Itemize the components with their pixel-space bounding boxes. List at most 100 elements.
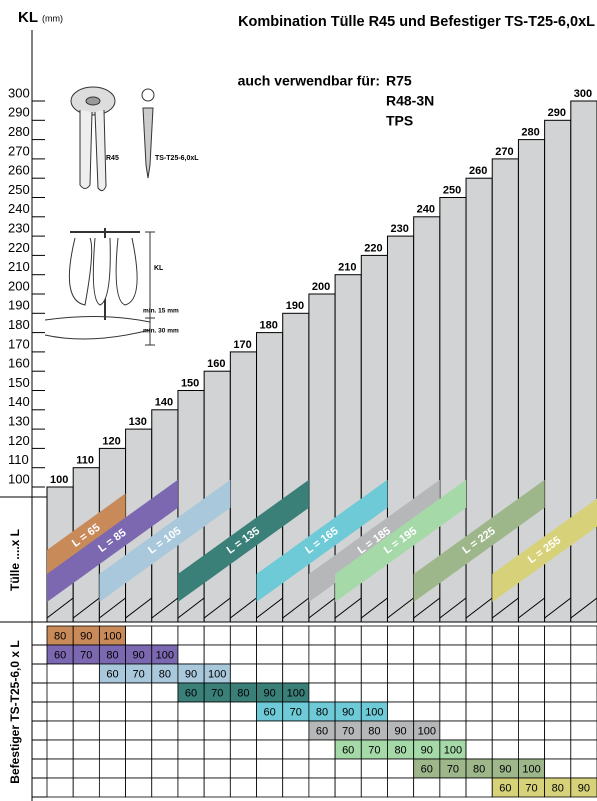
chevron: [308, 597, 336, 619]
cell: [151, 720, 179, 741]
cell: [308, 644, 336, 665]
cell: [570, 625, 597, 646]
cell: [465, 777, 493, 798]
cell: [282, 720, 310, 741]
chevron: [570, 597, 597, 619]
cell-value: 80: [473, 763, 485, 775]
cell: [125, 682, 153, 703]
chevron: [125, 597, 153, 619]
band: [99, 479, 231, 602]
cell: [360, 682, 388, 703]
cell-value: 60: [421, 763, 433, 775]
y-tick-label: 220: [8, 240, 30, 255]
cell: [125, 739, 153, 760]
cell: [256, 720, 284, 741]
y-tick-label: 120: [8, 433, 30, 448]
cell: [125, 720, 153, 741]
cell: [334, 682, 362, 703]
cell: [125, 758, 153, 779]
bar-value-label: 250: [443, 184, 461, 196]
cell: [387, 777, 415, 798]
cell-value: 90: [133, 649, 145, 661]
cell: [308, 682, 336, 703]
cell-value: 90: [499, 763, 511, 775]
cell: [98, 701, 126, 722]
bar: [413, 216, 441, 623]
cell: [360, 644, 388, 665]
cell: [229, 777, 257, 798]
illustration: [44, 86, 155, 346]
cell: [308, 625, 336, 646]
usable-item: R75: [386, 73, 412, 89]
cell-value: 80: [237, 687, 249, 699]
chevron: [282, 597, 310, 619]
cell: [46, 701, 74, 722]
cell-value: 100: [444, 744, 462, 756]
cell: [439, 625, 467, 646]
cell: [570, 758, 597, 779]
cell: [518, 682, 546, 703]
chevron: [334, 597, 362, 619]
cell: [203, 758, 231, 779]
y-tick-label: 210: [8, 259, 30, 274]
cell-value: 70: [342, 725, 354, 737]
cell: [72, 682, 100, 703]
y-tick-label: 270: [8, 143, 30, 158]
cell: [570, 720, 597, 741]
bar-value-label: 170: [233, 339, 251, 351]
cell-value: 60: [54, 649, 66, 661]
cell: [177, 720, 205, 741]
y-tick-label: 100: [8, 471, 30, 486]
cell-value: 80: [368, 725, 380, 737]
bar-value-label: 260: [469, 165, 487, 177]
cell: [465, 625, 493, 646]
cell: [413, 682, 441, 703]
cell: [308, 758, 336, 779]
cell: [229, 739, 257, 760]
cell: [98, 758, 126, 779]
cell-value: 70: [211, 687, 223, 699]
cell-value: 100: [418, 725, 436, 737]
bar-value-label: 160: [207, 358, 225, 370]
section-label: Befestiger TS-T25-6,0 x L: [8, 640, 22, 783]
cell: [465, 644, 493, 665]
cell-value: 100: [287, 687, 305, 699]
cell: [229, 758, 257, 779]
y-tick-label: 110: [8, 452, 29, 467]
illustration-label: min. 15 mm: [143, 308, 179, 315]
cell: [229, 701, 257, 722]
cell: [544, 720, 572, 741]
cell: [98, 682, 126, 703]
cell: [360, 625, 388, 646]
cell: [72, 663, 100, 684]
cell-value: 90: [263, 687, 275, 699]
cell-value: 100: [103, 630, 121, 642]
bar-value-label: 100: [50, 474, 68, 486]
cell-value: 100: [208, 668, 226, 680]
cell: [203, 644, 231, 665]
cell-value: 70: [447, 763, 459, 775]
band: [492, 498, 597, 602]
cell-value: 80: [552, 782, 564, 794]
cell: [46, 758, 74, 779]
cell: [491, 644, 519, 665]
bar-value-label: 300: [574, 88, 592, 100]
bar-value-label: 120: [102, 435, 120, 447]
cell: [570, 701, 597, 722]
y-label: KL: [18, 9, 38, 26]
y-tick-label: 170: [8, 336, 30, 351]
chevron: [465, 597, 493, 619]
cell: [151, 625, 179, 646]
bar-value-label: 290: [548, 107, 566, 119]
chevron: [387, 597, 414, 619]
cell: [229, 644, 257, 665]
y-tick-label: 250: [8, 182, 30, 197]
cell: [413, 701, 441, 722]
cell: [439, 663, 467, 684]
cell: [439, 644, 467, 665]
cell: [256, 644, 284, 665]
cell: [518, 720, 546, 741]
cell-value: 70: [525, 782, 537, 794]
bar-value-label: 140: [155, 397, 173, 409]
cell-value: 90: [421, 744, 433, 756]
